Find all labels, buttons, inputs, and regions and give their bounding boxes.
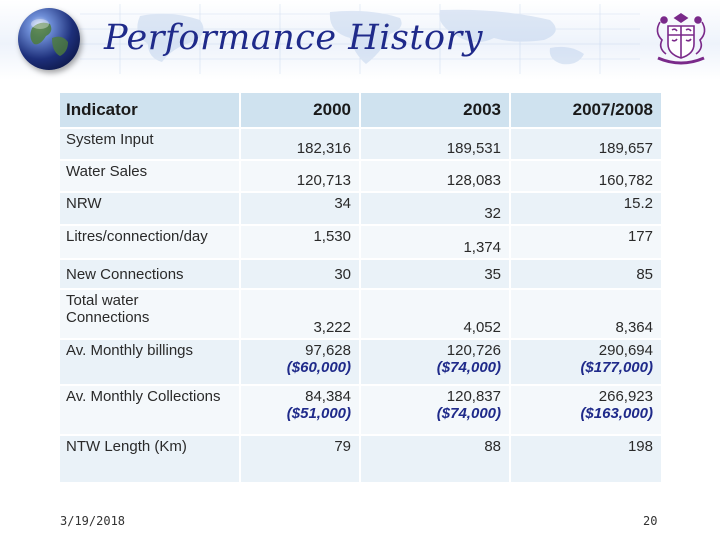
slide-title: Performance History: [104, 18, 484, 58]
table-row: Av. Monthly billings 97,628 ($60,000) 12…: [60, 339, 663, 386]
table-row: New Connections 30 35 85: [60, 259, 663, 290]
indicator-cell: System Input: [60, 128, 241, 161]
value-2003: 4,052: [360, 289, 511, 340]
value-usd: ($163,000): [580, 405, 653, 422]
table-row: NTW Length (Km) 79 88 198: [60, 435, 663, 484]
value-2000: 34: [240, 192, 361, 226]
indicator-cell: Av. Monthly billings: [60, 339, 241, 386]
value-2003: 189,531: [360, 128, 511, 161]
indicator-line-1: Total water: [66, 292, 139, 309]
title-banner: Performance History: [0, 0, 720, 80]
value-2007: 266,923 ($163,000): [510, 385, 663, 436]
value-usd: ($74,000): [436, 405, 501, 422]
value-2000: 97,628 ($60,000): [240, 339, 361, 386]
value-2003: 1,374: [360, 225, 511, 260]
table-row: Water Sales 120,713 128,083 160,782: [60, 160, 663, 193]
value-kes: 120,837: [446, 388, 501, 405]
indicator-cell: Water Sales: [60, 160, 241, 193]
world-map-background: [80, 4, 640, 74]
header-2007-2008: 2007/2008: [510, 93, 663, 129]
slide-date: 3/19/2018: [60, 514, 126, 528]
value-2003: 120,837 ($74,000): [360, 385, 511, 436]
value-usd: ($51,000): [286, 405, 351, 422]
table-row: NRW 34 32 15.2: [60, 192, 663, 226]
value-2007: 198: [510, 435, 663, 484]
table-row: Av. Monthly Collections 84,384 ($51,000)…: [60, 385, 663, 436]
value-2007: 177: [510, 225, 663, 260]
value-2003: 32: [360, 192, 511, 226]
value-2000: 120,713: [240, 160, 361, 193]
value-2007: 8,364: [510, 289, 663, 340]
value-2000: 182,316: [240, 128, 361, 161]
value-2003: 128,083: [360, 160, 511, 193]
table-row: Litres/connection/day 1,530 1,374 177: [60, 225, 663, 260]
header-2000: 2000: [240, 93, 361, 129]
value-2000: 79: [240, 435, 361, 484]
table-row: System Input 182,316 189,531 189,657: [60, 128, 663, 161]
indicator-cell: NRW: [60, 192, 241, 226]
indicator-cell: Litres/connection/day: [60, 225, 241, 260]
table-header-row: Indicator 2000 2003 2007/2008: [60, 93, 663, 129]
value-2007: 15.2: [510, 192, 663, 226]
value-usd: ($177,000): [580, 359, 653, 376]
value-kes: 84,384: [305, 388, 351, 405]
value-2007: 85: [510, 259, 663, 290]
value-2003: 35: [360, 259, 511, 290]
value-2007: 290,694 ($177,000): [510, 339, 663, 386]
value-kes: 290,694: [598, 342, 653, 359]
value-2003: 88: [360, 435, 511, 484]
table-row: Total water Connections 3,222 4,052 8,36…: [60, 289, 663, 340]
value-usd: ($74,000): [436, 359, 501, 376]
globe-icon: [18, 8, 80, 70]
indicator-line-2: Connections: [66, 309, 150, 326]
value-kes: 266,923: [598, 388, 653, 405]
performance-table: Indicator 2000 2003 2007/2008 System Inp…: [60, 93, 663, 484]
indicator-cell: Av. Monthly Collections: [60, 385, 241, 436]
indicator-cell: New Connections: [60, 259, 241, 290]
value-2000: 84,384 ($51,000): [240, 385, 361, 436]
value-2007: 189,657: [510, 128, 663, 161]
value-2000: 1,530: [240, 225, 361, 260]
value-kes: 97,628: [305, 342, 351, 359]
header-indicator: Indicator: [60, 93, 241, 129]
value-usd: ($60,000): [286, 359, 351, 376]
header-2003: 2003: [360, 93, 511, 129]
indicator-cell: NTW Length (Km): [60, 435, 241, 484]
indicator-cell: Total water Connections: [60, 289, 241, 340]
slide-page-number: 20: [643, 514, 658, 528]
value-2000: 3,222: [240, 289, 361, 340]
value-2000: 30: [240, 259, 361, 290]
value-2007: 160,782: [510, 160, 663, 193]
crest-icon: [656, 13, 706, 65]
value-2003: 120,726 ($74,000): [360, 339, 511, 386]
value-kes: 120,726: [446, 342, 501, 359]
